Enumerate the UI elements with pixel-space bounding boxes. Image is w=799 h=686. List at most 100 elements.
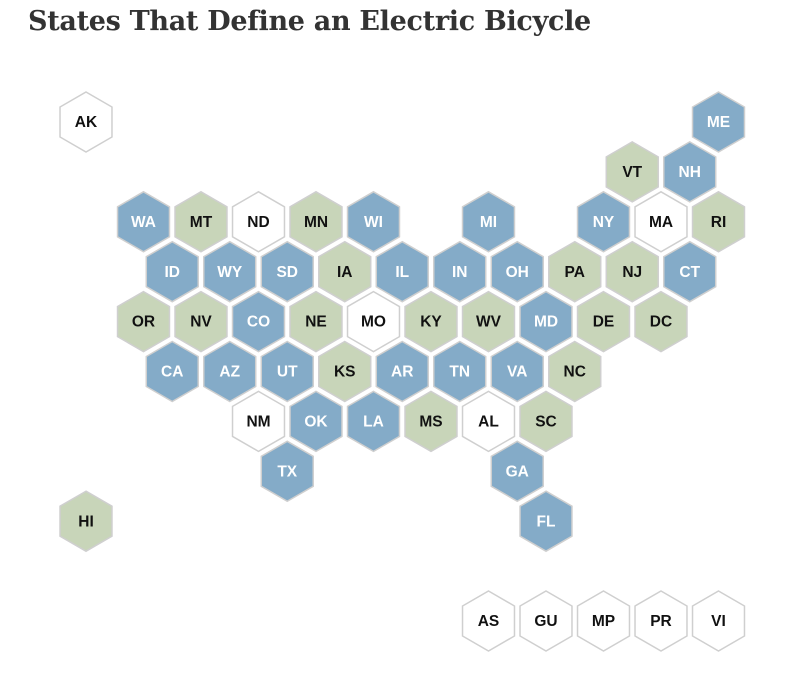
state-label: NV bbox=[190, 314, 212, 331]
state-hex bbox=[231, 290, 286, 353]
state-hex bbox=[433, 340, 487, 403]
state-hex bbox=[318, 340, 372, 403]
state-label: ME bbox=[707, 114, 730, 131]
state-hex bbox=[375, 340, 429, 403]
state-tile-or[interactable]: OR bbox=[116, 290, 171, 353]
state-tile-ri[interactable]: RI bbox=[691, 190, 746, 253]
state-label: VT bbox=[622, 164, 642, 181]
state-tile-nv[interactable]: NV bbox=[174, 290, 228, 353]
state-tile-in[interactable]: IN bbox=[433, 240, 487, 303]
state-label: SD bbox=[276, 264, 298, 281]
state-label: NC bbox=[564, 364, 586, 381]
state-label: CA bbox=[161, 364, 183, 381]
state-tile-id[interactable]: ID bbox=[145, 240, 199, 303]
state-tile-mp[interactable]: MP bbox=[576, 590, 631, 652]
state-label: TN bbox=[449, 364, 470, 381]
state-tile-oh[interactable]: OH bbox=[490, 240, 544, 303]
state-tile-ny[interactable]: NY bbox=[576, 190, 631, 253]
state-tile-wi[interactable]: WI bbox=[346, 190, 401, 253]
state-tile-mt[interactable]: MT bbox=[174, 190, 228, 253]
state-label: MA bbox=[649, 214, 673, 231]
state-tile-nh[interactable]: NH bbox=[663, 141, 717, 203]
state-hex bbox=[346, 390, 401, 453]
state-hex bbox=[576, 190, 631, 253]
state-tile-la[interactable]: LA bbox=[346, 390, 401, 453]
state-hex bbox=[691, 590, 746, 652]
state-tile-pr[interactable]: PR bbox=[634, 590, 688, 652]
state-tile-hi[interactable]: HI bbox=[59, 490, 113, 553]
state-tile-ia[interactable]: IA bbox=[318, 240, 372, 303]
state-tile-ga[interactable]: GA bbox=[490, 440, 544, 503]
state-tile-wv[interactable]: WV bbox=[461, 290, 516, 353]
state-tile-nj[interactable]: NJ bbox=[605, 240, 659, 303]
state-tile-nm[interactable]: NM bbox=[231, 390, 286, 453]
state-tile-mi[interactable]: MI bbox=[461, 190, 516, 253]
state-tile-vi[interactable]: VI bbox=[691, 590, 746, 652]
state-hex bbox=[203, 340, 257, 403]
state-label: KY bbox=[420, 314, 442, 331]
state-tile-ma[interactable]: MA bbox=[634, 190, 688, 253]
state-tile-md[interactable]: MD bbox=[519, 290, 573, 353]
state-label: RI bbox=[711, 214, 727, 231]
state-tile-mn[interactable]: MN bbox=[289, 190, 343, 253]
state-label: WA bbox=[131, 214, 156, 231]
state-tile-wy[interactable]: WY bbox=[203, 240, 257, 303]
state-tile-dc[interactable]: DC bbox=[634, 290, 688, 353]
state-label: HI bbox=[78, 513, 94, 530]
state-label: OK bbox=[304, 413, 328, 430]
state-label: ND bbox=[247, 214, 269, 231]
state-label: MP bbox=[592, 613, 615, 630]
state-hex bbox=[461, 190, 516, 253]
state-tile-az[interactable]: AZ bbox=[203, 340, 257, 403]
state-tile-fl[interactable]: FL bbox=[519, 490, 573, 553]
state-tile-ct[interactable]: CT bbox=[663, 240, 717, 303]
state-tile-as[interactable]: AS bbox=[461, 590, 516, 652]
state-hex bbox=[519, 590, 573, 652]
state-tile-ne[interactable]: NE bbox=[289, 290, 343, 353]
state-label: MO bbox=[361, 314, 386, 331]
state-hex bbox=[519, 390, 573, 453]
state-tile-vt[interactable]: VT bbox=[605, 141, 659, 203]
state-label: WY bbox=[217, 264, 243, 281]
state-tile-ks[interactable]: KS bbox=[318, 340, 372, 403]
state-label: WI bbox=[364, 214, 383, 231]
state-tile-al[interactable]: AL bbox=[461, 390, 516, 453]
state-tile-il[interactable]: IL bbox=[375, 240, 429, 303]
state-tile-ak[interactable]: AK bbox=[59, 91, 113, 153]
state-tile-co[interactable]: CO bbox=[231, 290, 286, 353]
state-label: WV bbox=[476, 314, 502, 331]
state-tile-de[interactable]: DE bbox=[576, 290, 631, 353]
state-label: DC bbox=[650, 314, 672, 331]
state-tile-tx[interactable]: TX bbox=[260, 440, 314, 503]
state-tile-ms[interactable]: MS bbox=[404, 390, 458, 453]
state-tile-nc[interactable]: NC bbox=[548, 340, 602, 403]
state-label: DE bbox=[593, 314, 615, 331]
state-tile-gu[interactable]: GU bbox=[519, 590, 573, 652]
state-tile-sc[interactable]: SC bbox=[519, 390, 573, 453]
state-label: PA bbox=[565, 264, 585, 281]
state-tile-mo[interactable]: MO bbox=[346, 290, 401, 353]
state-hex bbox=[59, 490, 113, 553]
state-tile-va[interactable]: VA bbox=[490, 340, 544, 403]
state-tile-ut[interactable]: UT bbox=[260, 340, 314, 403]
state-label: KS bbox=[334, 364, 356, 381]
state-tile-wa[interactable]: WA bbox=[116, 190, 171, 253]
state-label: MT bbox=[190, 214, 213, 231]
state-label: CT bbox=[679, 264, 700, 281]
state-tile-tn[interactable]: TN bbox=[433, 340, 487, 403]
state-label: NE bbox=[305, 314, 327, 331]
state-tile-ok[interactable]: OK bbox=[289, 390, 343, 453]
state-label: AL bbox=[478, 413, 499, 430]
state-tile-ky[interactable]: KY bbox=[404, 290, 458, 353]
state-label: AZ bbox=[219, 364, 240, 381]
state-tile-sd[interactable]: SD bbox=[260, 240, 314, 303]
state-tile-ar[interactable]: AR bbox=[375, 340, 429, 403]
state-label: TX bbox=[277, 463, 297, 480]
state-tile-me[interactable]: ME bbox=[691, 91, 746, 153]
state-label: VA bbox=[507, 364, 527, 381]
state-tile-nd[interactable]: ND bbox=[231, 190, 286, 253]
state-hex bbox=[145, 340, 199, 403]
state-label: GA bbox=[506, 463, 529, 480]
state-tile-pa[interactable]: PA bbox=[548, 240, 602, 303]
state-tile-ca[interactable]: CA bbox=[145, 340, 199, 403]
